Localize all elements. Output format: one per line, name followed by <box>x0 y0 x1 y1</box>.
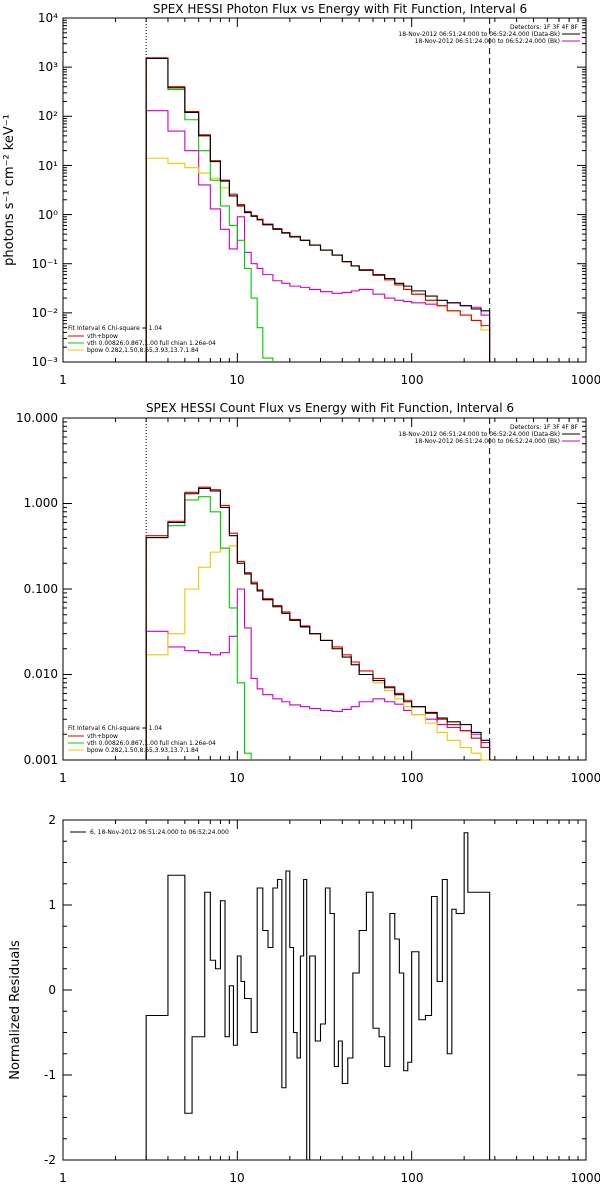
photon-y-tick-1e-3: 10⁻³ <box>32 355 59 369</box>
count-flux-plot-frame <box>62 417 587 761</box>
photon-legend-bk: 18-Nov-2012 06:51:24.000 to 06:52:24.000… <box>415 38 560 45</box>
photon-legend-vth: vth 0.00826,0.867,1.00 full chian 1.26e-… <box>87 340 216 347</box>
residuals-legend-text: 6, 18-Nov-2012 06:51:24.000 to 06:52:24.… <box>90 829 229 836</box>
photon-y-tick-1e4: 10⁴ <box>38 11 58 25</box>
count-series-data <box>145 487 491 760</box>
residuals-y-tick-m1: -1 <box>44 1068 56 1082</box>
residuals-series-data <box>145 832 491 1161</box>
count-x-tick-1000: 1000 <box>571 771 600 785</box>
photon-flux-y-axis-label: photons s⁻¹ cm⁻² keV⁻¹ <box>2 114 17 266</box>
panel-residuals: Normalized Residuals 1 10 100 1000 -2 -1… <box>8 813 600 1185</box>
photon-y-tick-1e1: 10¹ <box>38 159 58 173</box>
count-legend-data-bk: 18-Nov-2012 06:51:24.000 to 06:52:24.000… <box>398 431 560 438</box>
count-flux-series <box>145 418 491 761</box>
count-legend-detectors: Detectors: 1F 3F 4F 8F <box>510 424 579 431</box>
residuals-x-tick-labels: 1 10 100 1000 <box>59 1171 600 1185</box>
count-y-tick-0.100: 0.100 <box>24 582 58 596</box>
panel-photon-flux: SPEX HESSI Photon Flux vs Energy with Fi… <box>2 2 600 387</box>
residuals-x-tick-1: 1 <box>59 1171 67 1185</box>
count-x-tick-100: 100 <box>401 771 424 785</box>
residuals-y-tick-2: 2 <box>48 813 56 827</box>
residuals-plot-frame <box>62 819 587 1161</box>
residuals-ticks <box>62 819 587 1161</box>
residuals-x-tick-10: 10 <box>229 1171 244 1185</box>
photon-y-tick-1e3: 10³ <box>38 60 58 74</box>
count-legend-bpow: bpow 0.282,1.50,8.65,3.93,13.7,1.84 <box>87 747 199 754</box>
residuals-x-tick-1000: 1000 <box>571 1171 600 1185</box>
residuals-y-axis-label: Normalized Residuals <box>8 940 23 1080</box>
photon-flux-y-tick-labels: 10⁻³ 10⁻² 10⁻¹ 10⁰ 10¹ 10² 10³ 10⁴ <box>32 11 59 369</box>
photon-flux-series <box>145 18 491 362</box>
count-y-tick-10.000: 10.000 <box>16 411 58 425</box>
residuals-series <box>145 832 491 1161</box>
count-flux-ticks <box>62 417 587 761</box>
count-series-vth <box>145 496 252 760</box>
photon-legend-total: vth+bpow <box>87 333 118 340</box>
photon-legend-fit-interval: Fit Interval 6 Chi-square = 1.04 <box>68 325 162 332</box>
photon-series-bkg <box>145 110 491 362</box>
residuals-y-tick-0: 0 <box>48 983 56 997</box>
count-series-bkg <box>145 588 491 760</box>
count-legend-vth: vth 0.00826,0.867,1.00 full chian 1.26e-… <box>87 740 216 747</box>
residuals-legend: 6, 18-Nov-2012 06:51:24.000 to 06:52:24.… <box>70 829 229 836</box>
photon-y-tick-1e-2: 10⁻² <box>32 306 59 320</box>
photon-series-total <box>145 57 491 362</box>
count-flux-legend-bottom-left: Fit Interval 6 Chi-square = 1.04 vth+bpo… <box>68 725 216 754</box>
photon-flux-x-tick-labels: 1 10 100 1000 <box>59 373 600 387</box>
photon-legend-detectors: Detectors: 1F 3F 4F 8F <box>510 24 579 31</box>
photon-flux-legend-top-right: Detectors: 1F 3F 4F 8F 18-Nov-2012 06:51… <box>398 24 580 45</box>
count-flux-legend-top-right: Detectors: 1F 3F 4F 8F 18-Nov-2012 06:51… <box>398 424 580 445</box>
photon-y-tick-1e2: 10² <box>38 109 58 123</box>
count-y-tick-1.000: 1.000 <box>24 496 58 510</box>
photon-flux-legend-bottom-left: Fit Interval 6 Chi-square = 1.04 vth+bpo… <box>68 325 216 354</box>
residuals-y-tick-m2: -2 <box>44 1153 56 1167</box>
count-x-tick-1: 1 <box>59 771 67 785</box>
panel-count-flux: SPEX HESSI Count Flux vs Energy with Fit… <box>16 401 600 785</box>
photon-y-tick-1e-1: 10⁻¹ <box>32 257 59 271</box>
count-legend-total: vth+bpow <box>87 733 118 740</box>
photon-flux-ticks <box>62 17 587 363</box>
count-flux-y-tick-labels: 0.001 0.010 0.100 1.000 10.000 <box>16 411 58 767</box>
photon-y-tick-1e0: 10⁰ <box>38 208 58 222</box>
photon-x-tick-100: 100 <box>401 373 424 387</box>
count-legend-bk: 18-Nov-2012 06:51:24.000 to 06:52:24.000… <box>415 438 560 445</box>
residuals-y-tick-labels: -2 -1 0 1 2 <box>44 813 56 1167</box>
residuals-x-tick-100: 100 <box>401 1171 424 1185</box>
count-flux-x-tick-labels: 1 10 100 1000 <box>59 771 600 785</box>
photon-series-data <box>145 57 491 362</box>
photon-flux-plot-frame <box>62 17 587 363</box>
count-flux-title: SPEX HESSI Count Flux vs Energy with Fit… <box>146 401 514 415</box>
count-series-bpow <box>145 545 490 761</box>
residuals-y-tick-1: 1 <box>48 898 56 912</box>
count-legend-fit-interval: Fit Interval 6 Chi-square = 1.04 <box>68 725 162 732</box>
photon-series-vth <box>145 57 274 362</box>
photon-legend-bpow: bpow 0.282,1.50,8.65,3.93,13.7,1.84 <box>87 347 199 354</box>
photon-flux-title: SPEX HESSI Photon Flux vs Energy with Fi… <box>153 2 527 16</box>
count-x-tick-10: 10 <box>229 771 244 785</box>
photon-legend-data-bk: 18-Nov-2012 06:51:24.000 to 06:52:24.000… <box>398 31 560 38</box>
photon-x-tick-10: 10 <box>229 373 244 387</box>
count-series-total <box>145 486 491 760</box>
count-y-tick-0.001: 0.001 <box>24 753 58 767</box>
photon-x-tick-1000: 1000 <box>571 373 600 387</box>
count-y-tick-0.010: 0.010 <box>24 667 58 681</box>
photon-x-tick-1: 1 <box>59 373 67 387</box>
photon-series-bpow <box>145 157 491 362</box>
